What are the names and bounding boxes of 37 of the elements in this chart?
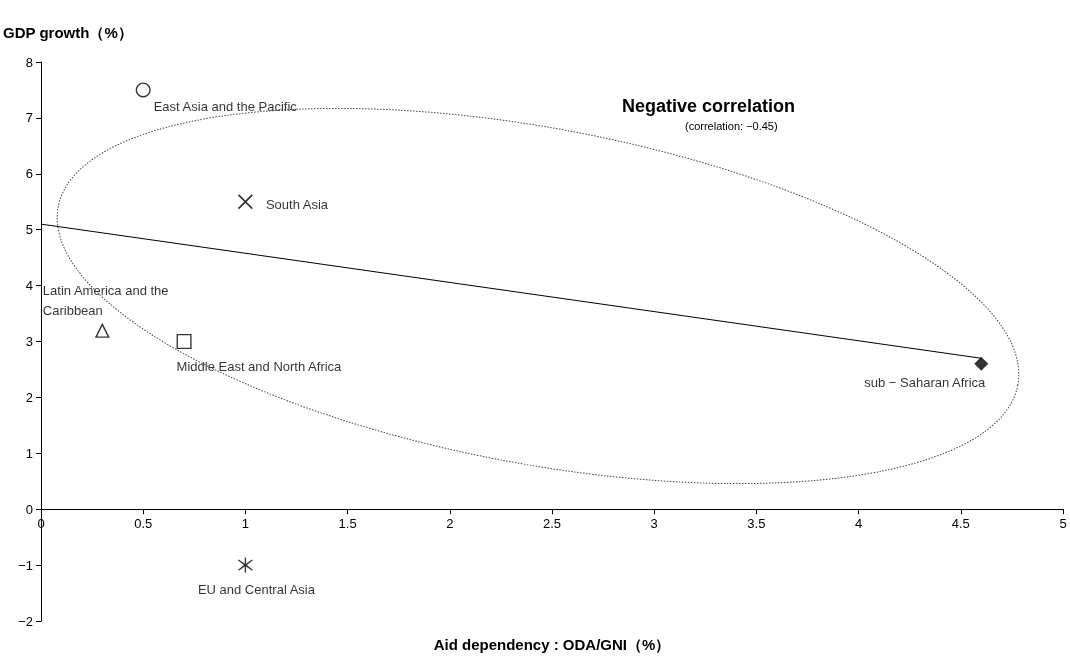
x-tick-label: 4 bbox=[854, 516, 863, 532]
x-tick-label: 1.5 bbox=[338, 516, 357, 532]
y-tick-label: 2 bbox=[25, 389, 33, 405]
x-tick-label: 5 bbox=[1059, 516, 1067, 532]
point bbox=[94, 322, 110, 338]
x-tick-label: 3 bbox=[650, 516, 658, 532]
x-tick-label: 3.5 bbox=[747, 516, 766, 532]
x-tick-label: 4.5 bbox=[951, 516, 970, 532]
x-tick-label: 2.5 bbox=[542, 516, 562, 532]
point bbox=[974, 356, 989, 371]
y-axis-title: GDP growth（%） bbox=[3, 24, 133, 41]
x-tick-label: 2 bbox=[446, 516, 454, 532]
y-tick-label: −1 bbox=[18, 557, 33, 573]
point bbox=[237, 194, 253, 210]
y-tick-label: 0 bbox=[25, 501, 33, 517]
x-tick-label: 1 bbox=[241, 516, 250, 532]
y-tick-label: −2 bbox=[18, 613, 33, 629]
point bbox=[176, 334, 192, 349]
y-tick-label: 4 bbox=[25, 278, 33, 294]
y-tick-label: 6 bbox=[25, 166, 33, 182]
series-label: South Asia bbox=[265, 196, 329, 212]
text: (correlation: −0.45) bbox=[685, 119, 778, 132]
x-tick-label: 0.5 bbox=[134, 516, 153, 532]
series-label: Middle East and North Africa bbox=[176, 358, 343, 374]
series-label: East Asia and the Pacific bbox=[153, 98, 298, 114]
y-tick-label: 8 bbox=[25, 54, 33, 70]
y-tick-label: 1 bbox=[25, 445, 33, 461]
text: Negative correlation bbox=[622, 96, 796, 116]
series-label: sub − Saharan Africa bbox=[864, 375, 987, 391]
series-label: Latin America and the Caribbean bbox=[42, 283, 173, 319]
point bbox=[135, 82, 151, 98]
y-tick-label: 5 bbox=[25, 222, 33, 238]
series-label: EU and Central Asia bbox=[197, 582, 316, 598]
y-tick-label: 7 bbox=[25, 110, 33, 126]
x-axis-title: Aid dependency : ODA/GNI（%） bbox=[433, 636, 671, 654]
y-tick-label: 3 bbox=[25, 334, 33, 349]
point bbox=[237, 557, 253, 573]
